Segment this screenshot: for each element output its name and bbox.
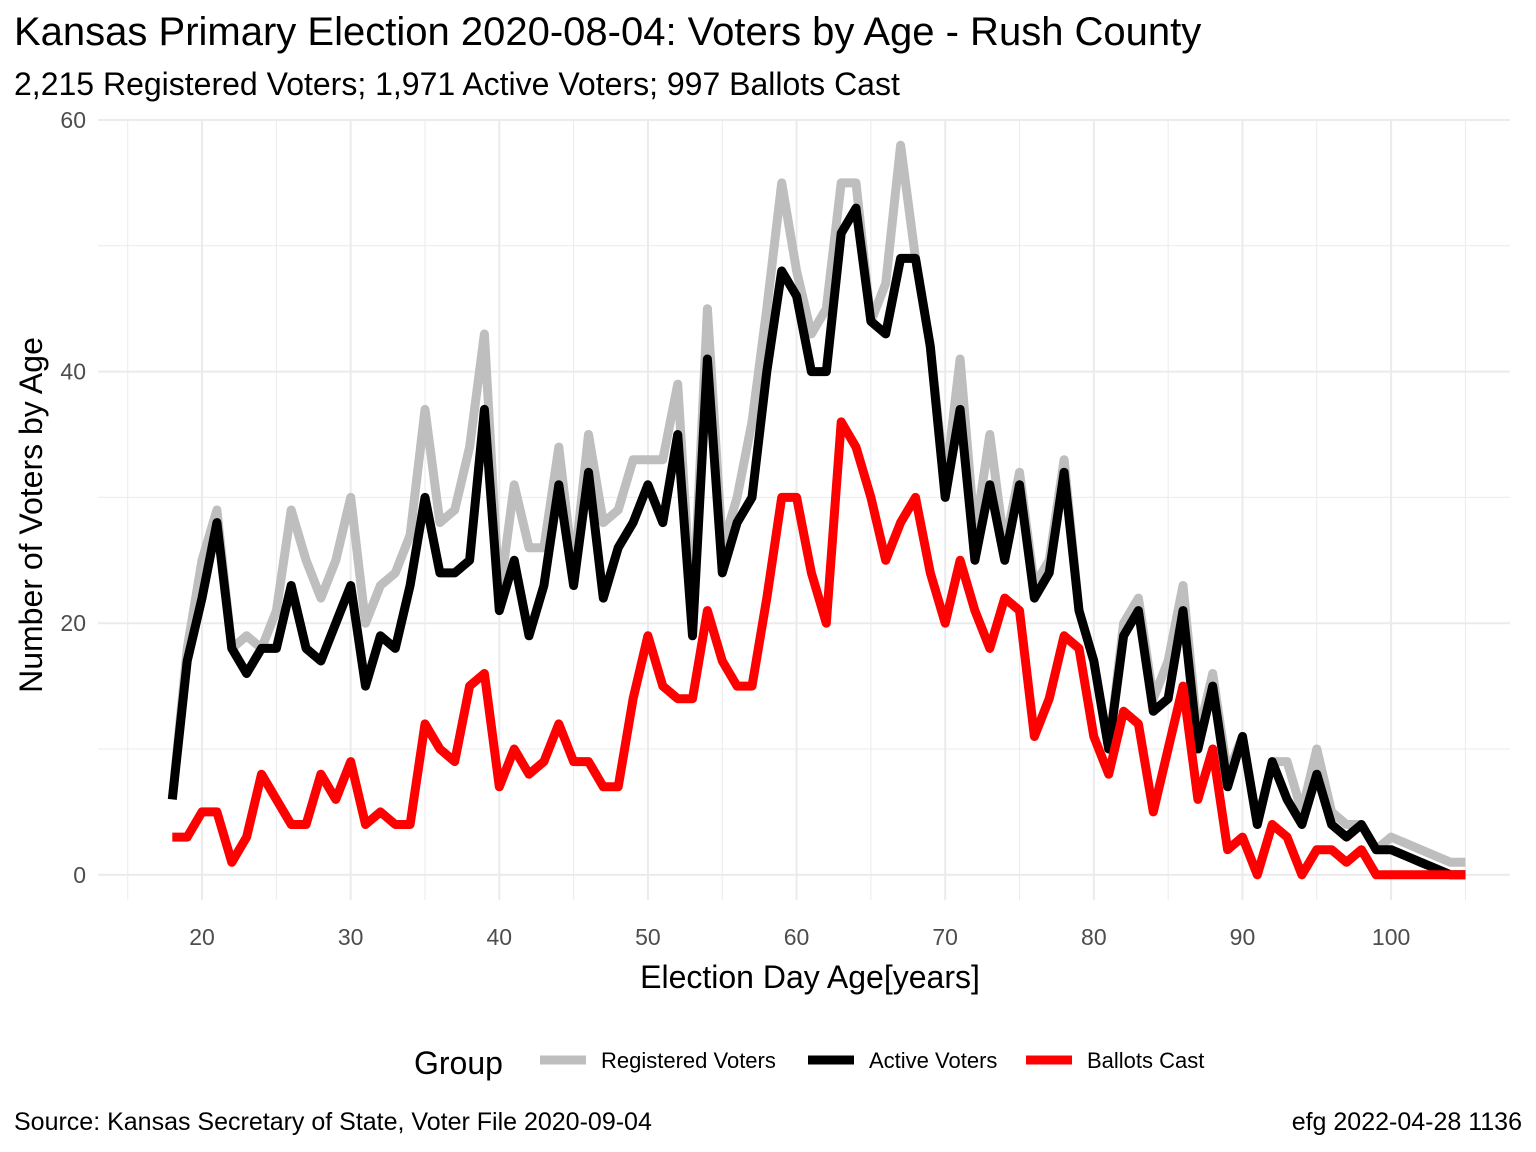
x-tick-label: 50 xyxy=(635,924,661,950)
legend-label-registered-voters: Registered Voters xyxy=(601,1048,776,1073)
x-tick-label: 80 xyxy=(1081,924,1107,950)
series-lines xyxy=(167,140,1466,880)
legend-label-active-voters: Active Voters xyxy=(869,1048,997,1073)
series-line-active-voters xyxy=(167,203,1466,880)
y-axis-title: Number of Voters by Age xyxy=(13,337,49,693)
x-axis-title: Election Day Age[years] xyxy=(640,959,980,995)
x-tick-label: 90 xyxy=(1230,924,1256,950)
axis-ticks: 20 30 40 50 60 70 80 90 100 0 20 40 60 xyxy=(60,107,1410,950)
x-tick-label: 60 xyxy=(784,924,810,950)
y-tick-label: 20 xyxy=(60,610,86,636)
x-tick-label: 20 xyxy=(189,924,215,950)
x-tick-label: 100 xyxy=(1372,924,1410,950)
x-tick-label: 70 xyxy=(932,924,958,950)
series-line-ballots-cast xyxy=(172,417,1466,880)
chart-title: Kansas Primary Election 2020-08-04: Vote… xyxy=(14,10,1202,54)
legend-label-ballots-cast: Ballots Cast xyxy=(1087,1048,1204,1073)
y-tick-label: 0 xyxy=(73,862,86,888)
legend: Group Registered Voters Active Voters Ball… xyxy=(414,1045,1204,1081)
gridlines xyxy=(98,119,1510,900)
x-tick-label: 40 xyxy=(487,924,513,950)
series-line-registered-voters xyxy=(167,140,1466,867)
chart-subtitle: 2,215 Registered Voters; 1,971 Active Vo… xyxy=(14,66,900,102)
source-caption: Source: Kansas Secretary of State, Voter… xyxy=(14,1108,652,1136)
legend-title: Group xyxy=(414,1045,503,1081)
y-tick-label: 40 xyxy=(60,359,86,385)
x-tick-label: 30 xyxy=(338,924,364,950)
y-tick-label: 60 xyxy=(60,107,86,133)
author-caption: efg 2022-04-28 1136 xyxy=(1291,1108,1522,1136)
